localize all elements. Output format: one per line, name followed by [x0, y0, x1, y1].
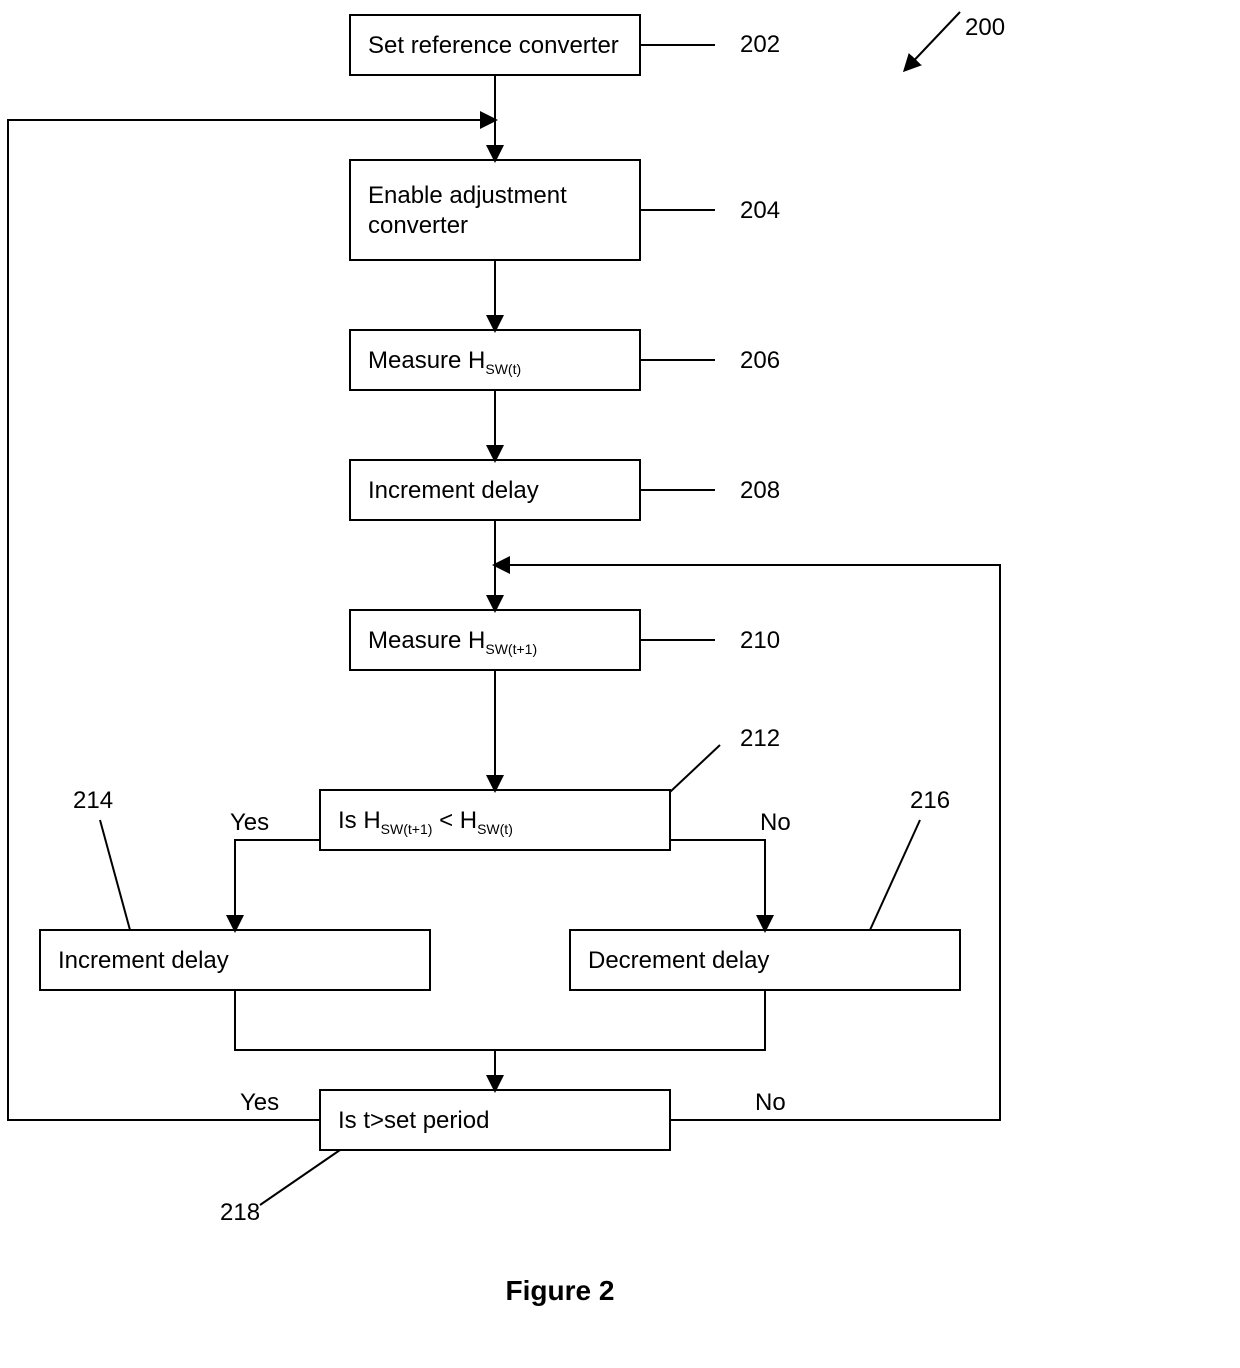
svg-text:202: 202 — [740, 31, 780, 58]
svg-text:218: 218 — [220, 1199, 260, 1226]
svg-text:212: 212 — [740, 725, 780, 752]
svg-text:206: 206 — [740, 347, 780, 374]
svg-text:Increment delay: Increment delay — [368, 477, 539, 504]
svg-text:Yes: Yes — [240, 1089, 279, 1116]
svg-text:200: 200 — [965, 14, 1005, 41]
svg-text:No: No — [755, 1089, 786, 1116]
svg-text:208: 208 — [740, 477, 780, 504]
svg-text:204: 204 — [740, 197, 780, 224]
svg-text:Enable adjustment: Enable adjustment — [368, 182, 567, 209]
svg-text:converter: converter — [368, 212, 468, 239]
flow-node-n204 — [350, 160, 640, 260]
flowchart-figure: Set reference converter Enable adjustment… — [0, 0, 1240, 1368]
svg-text:Increment delay: Increment delay — [58, 947, 229, 974]
svg-text:Is t>set period: Is t>set period — [338, 1107, 489, 1134]
svg-text:210: 210 — [740, 627, 780, 654]
svg-text:Figure 2: Figure 2 — [506, 1275, 615, 1306]
svg-text:No: No — [760, 809, 791, 836]
svg-text:216: 216 — [910, 787, 950, 814]
svg-text:214: 214 — [73, 787, 113, 814]
svg-text:Set reference converter: Set reference converter — [368, 32, 619, 59]
svg-text:Decrement delay: Decrement delay — [588, 947, 769, 974]
svg-text:Yes: Yes — [230, 809, 269, 836]
